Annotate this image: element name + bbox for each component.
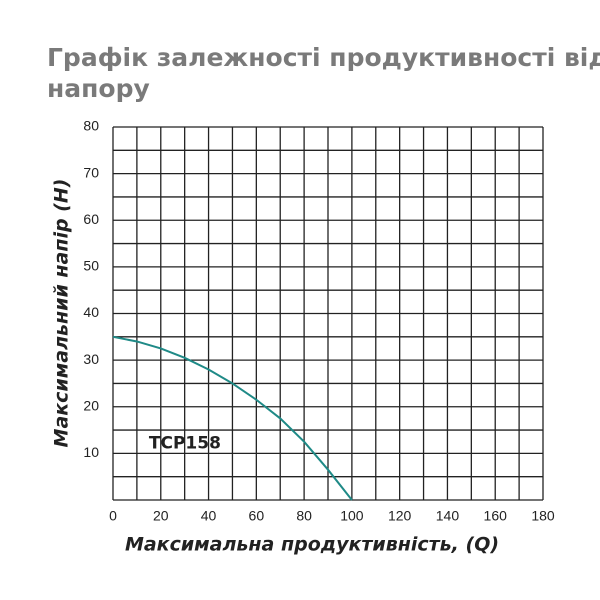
x-tick-label: 0 <box>109 508 117 524</box>
x-tick-label: 140 <box>436 508 460 524</box>
x-tick-label: 40 <box>201 508 217 524</box>
y-tick-label: 70 <box>83 164 99 180</box>
series-line <box>112 335 353 501</box>
x-tick-label: 60 <box>249 508 265 524</box>
y-tick-label: 40 <box>83 304 99 320</box>
y-tick-label: 30 <box>83 351 99 367</box>
x-tick-label: 80 <box>296 508 312 524</box>
y-tick-label: 80 <box>83 118 99 134</box>
y-axis-label: Максимальний напір (H) <box>51 179 73 448</box>
y-tick-label: 20 <box>83 397 99 413</box>
x-tick-label: 20 <box>153 508 169 524</box>
x-tick-label: 180 <box>531 508 555 524</box>
x-tick-label: 160 <box>484 508 508 524</box>
x-tick-label: 100 <box>340 508 364 524</box>
y-tick-label: 50 <box>83 258 99 274</box>
y-tick-label: 60 <box>83 211 99 227</box>
x-tick-label: 120 <box>388 508 412 524</box>
series-label: TCP158 <box>149 434 221 454</box>
chart-title: Графік залежності продуктивності від <box>47 43 600 72</box>
chart-title: напору <box>47 74 150 103</box>
y-tick-label: 10 <box>83 444 99 460</box>
x-axis-label: Максимальна продуктивність, (Q) <box>125 534 499 556</box>
